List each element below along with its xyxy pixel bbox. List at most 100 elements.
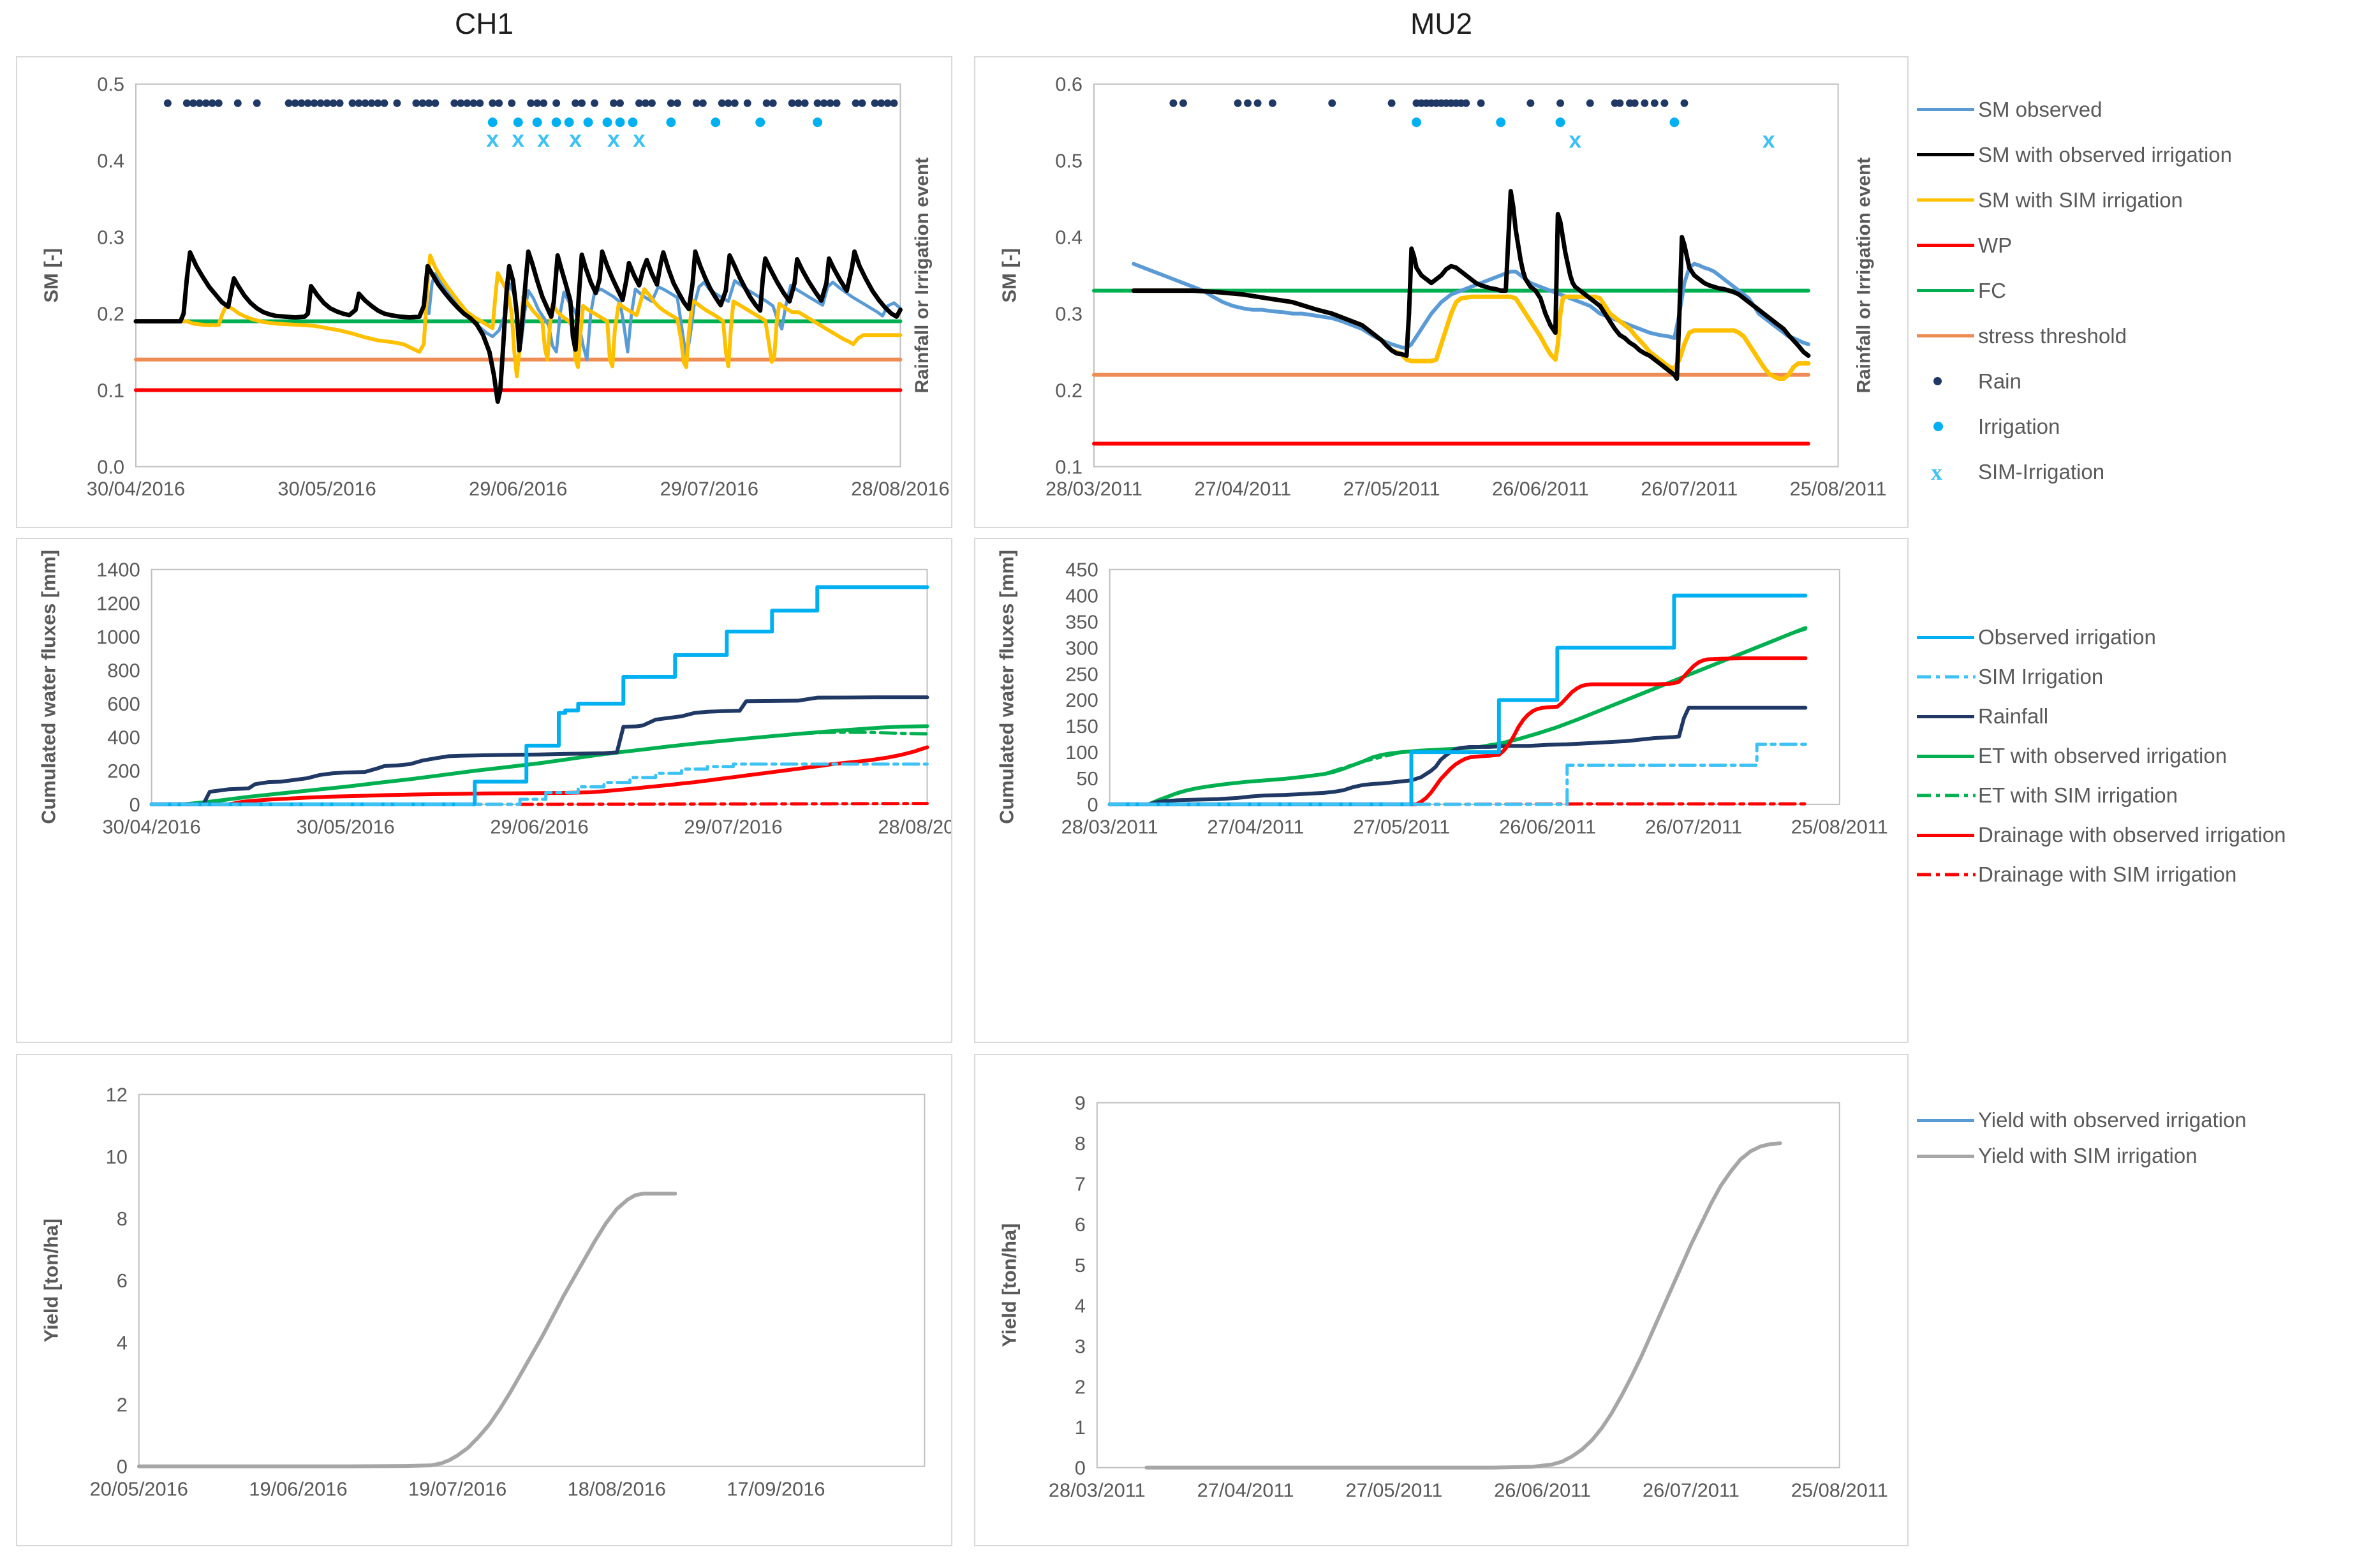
- et-with-sim-irrigation-swatch-icon: [1917, 792, 1978, 799]
- series-sim-irrigation: [150, 762, 929, 806]
- marker-irrigation: [1496, 117, 1506, 128]
- x-tick-label: 27/05/2011: [1353, 816, 1450, 838]
- legend-row: x SIM-Irrigation: [1917, 449, 2356, 494]
- marker-sim-irrigation: x: [537, 126, 550, 152]
- plot-border: [135, 83, 901, 468]
- series-sim-irrigation: [1108, 743, 1807, 806]
- wp-swatch-icon: [1917, 244, 1978, 247]
- y-tick-label: 0: [1088, 794, 1098, 816]
- marker-rain: [233, 99, 242, 107]
- sim-irrigation-swatch-icon: x: [1931, 459, 1942, 485]
- marker-rain: [890, 99, 898, 107]
- y-tick-label: 250: [1065, 663, 1098, 685]
- marker-rain: [367, 99, 376, 107]
- y-tick-label: 0.3: [97, 226, 124, 249]
- y-tick-label: 0.0: [97, 455, 124, 478]
- series-yield-with-sim-irrigation: [1144, 1141, 1782, 1470]
- x-tick-label: 28/03/2011: [1061, 816, 1158, 838]
- legend-item-label: Irrigation: [1978, 414, 2060, 438]
- marker-rain: [182, 99, 191, 107]
- observed-irrigation-swatch-icon: [1917, 635, 1978, 639]
- marker-rain: [1526, 99, 1535, 107]
- marker-irrigation: [813, 117, 823, 128]
- x-tick-label: 27/04/2011: [1197, 1479, 1294, 1501]
- marker-sim-irrigation: x: [569, 126, 582, 152]
- x-tick-label: 30/04/2016: [87, 477, 185, 499]
- marker-rain: [718, 99, 726, 107]
- marker-rain: [647, 99, 656, 107]
- y-tick-label: 0.4: [1055, 226, 1082, 249]
- legend-item-label: Drainage with SIM irrigation: [1978, 862, 2237, 886]
- marker-rain: [1630, 99, 1639, 107]
- x-tick-label: 20/05/2016: [90, 1477, 188, 1500]
- marker-rain: [412, 99, 420, 107]
- marker-sim-irrigation: x: [486, 126, 499, 152]
- y-tick-label: 400: [107, 727, 140, 749]
- y-tick-label: 0.1: [97, 380, 124, 402]
- marker-rain: [508, 99, 516, 107]
- rainfall-swatch-icon: [1917, 714, 1978, 718]
- marker-rain: [877, 99, 885, 107]
- legend-item-label: ET with observed irrigation: [1978, 744, 2228, 767]
- y-tick-label: 0: [117, 1456, 128, 1478]
- marker-rain: [724, 99, 732, 107]
- x-tick-label: 30/05/2016: [277, 477, 376, 499]
- legend-fluxes: Observed irrigation SIM Irrigation Rainfal…: [1917, 618, 2356, 894]
- marker-rain: [1660, 99, 1669, 107]
- marker-rain: [1179, 99, 1187, 107]
- legend-item-label: Yield with observed irrigation: [1978, 1108, 2247, 1132]
- marker-rain: [1586, 99, 1594, 107]
- panel-mu2-sm: 0.1 0.2 0.3 0.4 0.5 0.6 28/03/2011 27/04/2011 27…: [974, 56, 1909, 528]
- panel-mu2-yield: 0 1 2 3 4 5 6 7 8 9 28/03/2011 27/04/2011 27/05/2011…: [974, 1054, 1909, 1546]
- drainage-with-sim-irrigation-swatch-icon: [1917, 871, 1978, 878]
- marker-rain: [431, 99, 440, 107]
- y-tick-label: 10: [106, 1146, 128, 1168]
- column-title-mu2: MU2: [1410, 7, 1473, 40]
- irrigation-swatch-icon: [1917, 422, 1978, 431]
- legend-item-label: Observed irrigation: [1978, 625, 2156, 649]
- x-tick-label: 25/08/2011: [1790, 477, 1887, 499]
- legend-row: Rainfall: [1917, 697, 2356, 736]
- x-tick-label: 26/06/2011: [1492, 477, 1589, 499]
- legend-row: WP: [1917, 223, 2356, 268]
- ch1-sm-chart: 0.0 0.1 0.2 0.3 0.4 0.5 30/04/2016 30/05/2016 29…: [40, 73, 950, 500]
- marker-rain: [323, 99, 331, 107]
- marker-rain: [329, 99, 337, 107]
- marker-rain: [533, 99, 542, 107]
- series-sm-with-sim-irrigation: [1131, 288, 1811, 381]
- et-with-observed-irrigation-swatch-icon: [1917, 754, 1978, 758]
- legend-sm: SM observed SM with observed irrigation SM…: [1917, 87, 2356, 494]
- series-sm-with-sim-irrigation: [172, 253, 903, 378]
- marker-rain: [1387, 99, 1396, 107]
- marker-rain: [380, 99, 388, 107]
- legend-row: FC: [1917, 268, 2356, 313]
- y-tick-label: 8: [117, 1208, 128, 1230]
- x-tick-label: 28/08/2016: [878, 816, 951, 838]
- fc-swatch-icon: [1917, 289, 1978, 292]
- legend-row: Yield with observed irrigation: [1917, 1102, 2356, 1138]
- marker-rain: [692, 99, 700, 107]
- marker-rain: [1253, 99, 1262, 107]
- marker-rain: [730, 99, 739, 107]
- series-sm-observed: [427, 272, 902, 362]
- legend-item-label: SM with SIM irrigation: [1978, 188, 2183, 212]
- x-tick-label: 29/06/2016: [490, 816, 588, 838]
- legend-yield: Yield with observed irrigation Yield with…: [1917, 1102, 2356, 1174]
- marker-rain: [1234, 99, 1242, 107]
- marker-irrigation: [615, 117, 625, 128]
- y-axis-title: SM [-]: [40, 248, 63, 303]
- y-tick-label: 0.2: [1055, 380, 1082, 402]
- marker-rain: [572, 99, 580, 107]
- x-tick-label: 17/09/2016: [727, 1477, 825, 1500]
- marker-rain: [208, 99, 216, 107]
- series-et-with-sim-irrigation: [182, 730, 929, 806]
- y-axis-title: Yield [ton/ha]: [998, 1224, 1020, 1347]
- marker-rain: [610, 99, 617, 107]
- marker-rain: [348, 99, 357, 107]
- y-tick-label: 6: [117, 1269, 128, 1292]
- y-axis-title: Cumulated water fluxes [mm]: [37, 550, 59, 824]
- marker-rain: [355, 99, 363, 107]
- y-tick-label: 0.4: [97, 150, 124, 172]
- series-sm-with-observed-irrigation: [1131, 189, 1811, 381]
- marker-rain: [195, 99, 203, 107]
